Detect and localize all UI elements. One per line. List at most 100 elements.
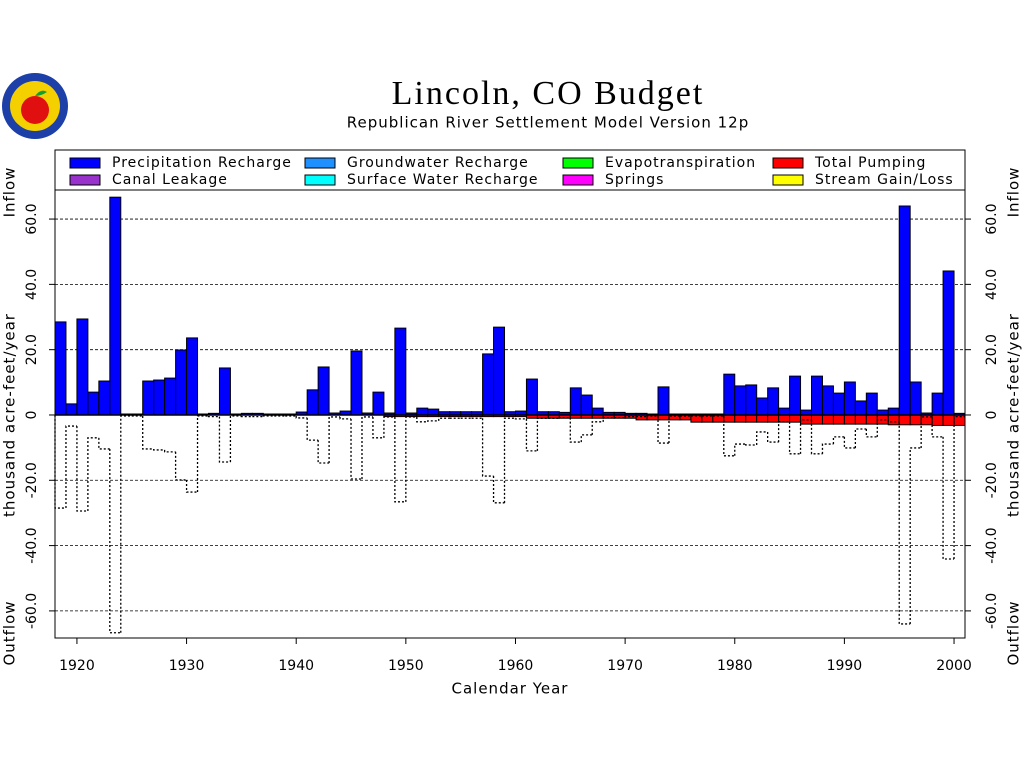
legend-swatch [562, 157, 594, 169]
outflow-step [745, 444, 757, 446]
y2-tick-label: 60.0 [984, 203, 1000, 234]
outflow-step [810, 419, 823, 455]
outflow-step [361, 416, 373, 479]
inflow-label: Inflow [1, 167, 19, 218]
logo-leaf [35, 90, 47, 96]
bar [65, 403, 78, 416]
bar [218, 367, 231, 416]
outflow-step [229, 415, 242, 462]
bar [142, 380, 155, 416]
legend-swatch [304, 174, 336, 186]
legend-label: Groundwater Recharge [347, 155, 529, 171]
bar [416, 407, 429, 416]
y-tick-label: 60.0 [24, 203, 40, 234]
bar [723, 414, 736, 423]
bar [569, 387, 582, 416]
bar [657, 386, 670, 416]
legend-label: Springs [605, 172, 664, 188]
outflow-step [339, 416, 352, 420]
y2-tick-label: 0 [984, 411, 1000, 420]
bar [821, 385, 834, 416]
outflow-step [54, 414, 66, 509]
outflow-step [438, 417, 450, 421]
bar [800, 414, 813, 425]
bar [898, 414, 911, 426]
inflow-label: Inflow [1005, 167, 1023, 218]
x-tick-label: 1940 [278, 658, 314, 674]
x-tick-label: 1950 [388, 658, 424, 674]
outflow-step [240, 415, 253, 418]
bar [843, 414, 856, 425]
x-tick-label: 2000 [936, 658, 972, 674]
chart-subtitle: Republican River Settlement Model Versio… [347, 114, 749, 132]
outflow-step [777, 421, 790, 443]
x-tick-label: 1980 [717, 658, 753, 674]
bar [87, 391, 100, 416]
outflow-step [153, 448, 165, 451]
outflow-step [657, 415, 669, 444]
outflow-label: Outflow [1005, 600, 1023, 665]
bar [876, 414, 889, 425]
bar [865, 414, 878, 425]
plot-frame [54, 189, 966, 639]
legend-label: Total Pumping [814, 155, 926, 171]
outflow-step [383, 416, 395, 438]
y2-tick-label: 20.0 [984, 334, 1000, 365]
legend-label: Evapotranspiration [605, 155, 756, 171]
y2-tick-label: 40.0 [984, 269, 1000, 300]
outflow-step [142, 415, 154, 450]
bar [789, 375, 802, 416]
bar [175, 349, 188, 416]
bar [493, 326, 506, 416]
outflow-step [65, 425, 77, 509]
outflow-step [854, 428, 867, 448]
x-tick-label: 1930 [169, 658, 205, 674]
bar [756, 397, 769, 416]
bar [767, 414, 780, 423]
outflow-step [328, 416, 341, 463]
outflow-label: Outflow [1, 600, 19, 665]
bar [821, 414, 834, 425]
outflow-step [295, 415, 308, 419]
legend-swatch [69, 157, 101, 169]
outflow-step [218, 416, 231, 463]
outflow-step [865, 429, 878, 438]
outflow-step [767, 431, 779, 443]
x-tick-label: 1920 [59, 658, 95, 674]
outflow-step [580, 434, 593, 443]
outflow-step [76, 426, 88, 512]
logo [2, 73, 68, 139]
outflow-step [887, 419, 900, 423]
legend-label: Precipitation Recharge [112, 155, 292, 171]
outflow-step [196, 415, 209, 493]
bar [723, 373, 736, 416]
y2-tick-label: -60.0 [984, 593, 1000, 629]
outflow-step [821, 443, 834, 454]
bar [767, 387, 780, 416]
bar [909, 381, 922, 416]
bar [832, 414, 845, 425]
outflow-step [646, 415, 659, 417]
bar [832, 392, 845, 416]
bar [482, 353, 495, 416]
outflow-step [372, 416, 384, 439]
outflow-step [898, 421, 911, 625]
outflow-step [953, 415, 965, 559]
y-label: thousand acre-feet/year [1005, 313, 1023, 517]
y-tick-label: -40.0 [24, 527, 40, 563]
bar [580, 394, 593, 416]
outflow-step [536, 417, 549, 451]
x-tick-label: 1960 [498, 658, 534, 674]
outflow-step [734, 443, 746, 456]
bar [931, 414, 944, 426]
bar [734, 414, 747, 423]
bar [811, 414, 823, 425]
legend-label: Surface Water Recharge [347, 172, 539, 188]
outflow-step [427, 420, 439, 422]
outflow-step [756, 431, 768, 446]
bar [54, 321, 67, 416]
bar [525, 378, 538, 416]
bar [76, 318, 89, 416]
bar [887, 407, 900, 416]
